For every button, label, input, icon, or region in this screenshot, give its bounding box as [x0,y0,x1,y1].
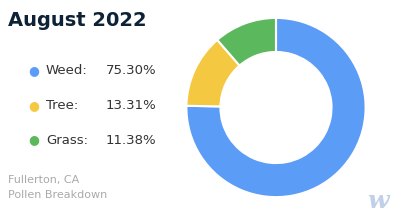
Text: Grass:: Grass: [46,134,88,146]
Text: w: w [367,189,389,213]
Text: Tree:: Tree: [46,99,78,112]
Text: 11.38%: 11.38% [106,134,157,146]
Text: 75.30%: 75.30% [106,64,157,77]
Wedge shape [217,18,276,66]
Text: August 2022: August 2022 [8,11,147,30]
Text: Weed:: Weed: [46,64,88,77]
Text: Fullerton, CA
Pollen Breakdown: Fullerton, CA Pollen Breakdown [8,175,107,200]
Wedge shape [186,18,366,197]
Text: ●: ● [28,134,39,146]
Wedge shape [186,40,240,106]
Text: ●: ● [28,99,39,112]
Text: ●: ● [28,64,39,77]
Text: 13.31%: 13.31% [106,99,157,112]
